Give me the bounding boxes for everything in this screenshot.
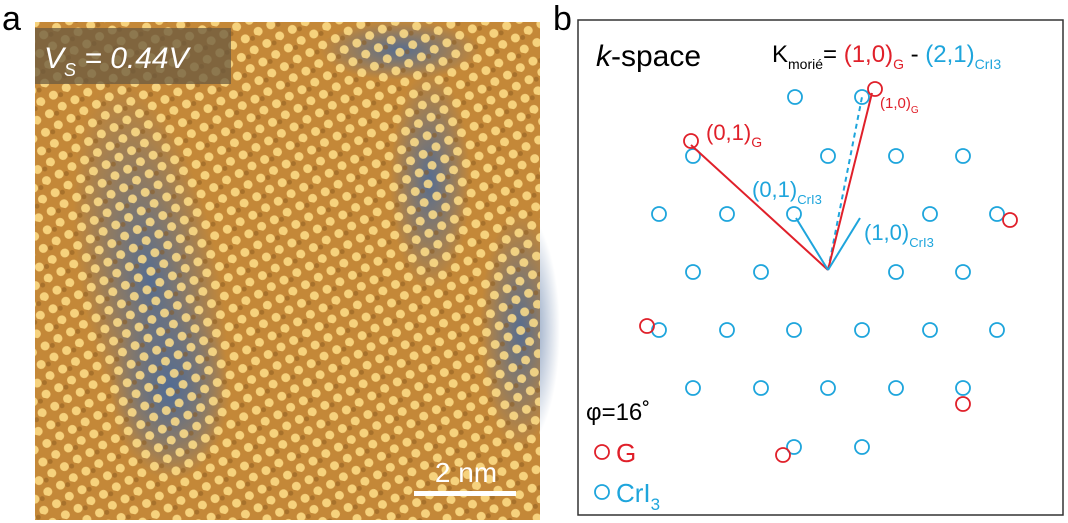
panel-label: b <box>553 0 572 38</box>
page: a VS = 0.44V 2 nm b k-space Kmorié= (1,0… <box>0 0 1068 523</box>
cri3-site <box>990 207 1004 221</box>
equation: Kmorié= (1,0)G - (2,1)CrI3 <box>772 41 1001 72</box>
cri3-site <box>923 323 937 337</box>
panel-frame <box>578 20 1063 515</box>
cri3-site <box>889 265 903 279</box>
cri3-site <box>889 381 903 395</box>
cri3-site <box>889 149 903 163</box>
legend-marker <box>595 445 609 459</box>
vector-label: (1,0)G <box>880 95 919 116</box>
cri3-site <box>788 90 802 104</box>
vector-label: (1,0)CrI3 <box>864 220 934 250</box>
cri3-site <box>855 440 869 454</box>
cri3-site <box>754 265 768 279</box>
legend-label: G <box>616 438 636 468</box>
scale-bar-label: 2 nm <box>435 457 497 488</box>
title-rest: -space <box>611 40 701 73</box>
legend-marker <box>595 485 609 499</box>
eq-symbol: K <box>772 41 788 68</box>
vector-sub: G <box>751 134 762 150</box>
eq-g-vector: (1,0) <box>844 41 893 68</box>
vector-sub: CrI3 <box>797 192 822 207</box>
twist-angle: φ=16˚ <box>586 399 650 426</box>
graphene-site <box>640 319 654 333</box>
cri3-site <box>821 381 835 395</box>
cri3-site <box>787 323 801 337</box>
eq-minus: - <box>904 41 925 68</box>
cri3-site <box>990 323 1004 337</box>
vector-text: (0,1) <box>752 177 797 202</box>
cri3-site <box>720 323 734 337</box>
eq-equals: = <box>823 41 844 68</box>
graphene-site <box>956 397 970 411</box>
scale-bar <box>414 491 516 496</box>
g-vector <box>691 145 828 270</box>
cri3-vector <box>828 218 860 270</box>
graphene-site <box>1003 213 1017 227</box>
cri3-site <box>923 207 937 221</box>
lattice <box>640 82 1017 462</box>
cri3-site <box>787 207 801 221</box>
eq-g-sub: G <box>893 56 904 72</box>
cri3-site <box>821 149 835 163</box>
cri3-site <box>855 323 869 337</box>
vector-label: (0,1)G <box>706 120 762 150</box>
eq-symbol-sub: morié <box>788 56 823 72</box>
legend-text: CrI <box>616 478 651 508</box>
graphene-site <box>776 448 790 462</box>
panel-label: a <box>2 0 21 38</box>
panel-title: k-space <box>596 40 701 73</box>
cri3-site <box>956 381 970 395</box>
eq-c-sub: CrI3 <box>975 56 1002 72</box>
cri3-site <box>956 265 970 279</box>
vector-label: (0,1)CrI3 <box>752 177 822 207</box>
bias-value: = 0.44V <box>76 42 192 75</box>
bias-subscript: S <box>64 60 76 80</box>
vector-sub: G <box>911 105 919 116</box>
graphene-site <box>868 82 882 96</box>
cri3-site <box>754 381 768 395</box>
vector-text: (1,0) <box>880 95 911 112</box>
cri3-site <box>720 207 734 221</box>
atom-lattice <box>35 22 540 520</box>
legend-label: CrI3 <box>616 478 660 514</box>
vector-sub: CrI3 <box>909 235 934 250</box>
cri3-site <box>956 149 970 163</box>
legend-sub: 3 <box>651 495 660 514</box>
vector-text: (0,1) <box>706 120 751 145</box>
cri3-site <box>652 207 666 221</box>
cri3-site <box>686 381 700 395</box>
cri3-site <box>686 265 700 279</box>
eq-c-vector: (2,1) <box>925 41 974 68</box>
figure: a VS = 0.44V 2 nm b k-space Kmorié= (1,0… <box>0 0 1068 523</box>
vector-text: (1,0) <box>864 220 909 245</box>
